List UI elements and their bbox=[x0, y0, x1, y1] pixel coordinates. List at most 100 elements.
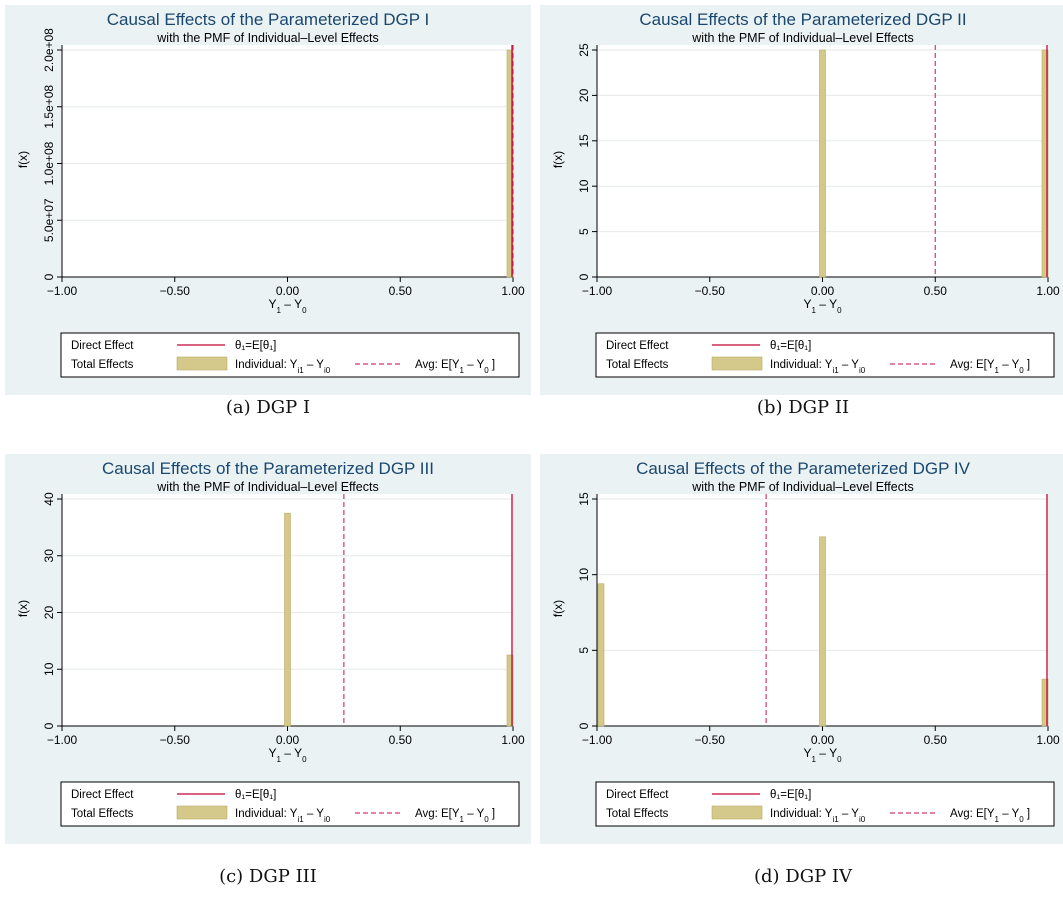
legend-individual-key: Individual: Yi1 – Yi0 bbox=[235, 808, 331, 824]
x-axis-label: Y1 – Y0 bbox=[268, 297, 307, 315]
y-axis-label: f(x) bbox=[16, 151, 30, 168]
chart-subtitle: with the PMF of Individual–Level Effects bbox=[156, 31, 378, 45]
y-tick-label: 5 bbox=[577, 228, 591, 235]
legend-box bbox=[60, 781, 520, 827]
caption-c: (c) DGP III bbox=[219, 866, 317, 887]
legend-theta-key: θ₁=E[θ₁] bbox=[235, 789, 276, 801]
y-tick-label: 30 bbox=[42, 549, 56, 563]
chart-subtitle: with the PMF of Individual–Level Effects bbox=[691, 31, 913, 45]
x-tick-label: −1.00 bbox=[582, 284, 613, 298]
y-tick-label: 15 bbox=[577, 492, 591, 506]
chart-panel-a: Causal Effects of the Parameterized DGP … bbox=[5, 5, 531, 395]
x-tick-label: 0.00 bbox=[276, 284, 300, 298]
pmf-bar bbox=[506, 49, 514, 278]
pmf-bar bbox=[819, 49, 826, 278]
x-tick-label: 1.00 bbox=[501, 733, 525, 747]
chart-panel-c: Causal Effects of the Parameterized DGP … bbox=[5, 454, 531, 844]
chart-panel-b: Causal Effects of the Parameterized DGP … bbox=[540, 5, 1063, 395]
chart-title: Causal Effects of the Parameterized DGP … bbox=[639, 10, 966, 29]
x-tick-label: 0.00 bbox=[276, 733, 300, 747]
legend-direct-label: Direct Effect bbox=[71, 789, 134, 801]
legend-theta-key: θ₁=E[θ₁] bbox=[235, 340, 276, 352]
legend-total-label: Total Effects bbox=[71, 359, 134, 371]
legend-bar-swatch bbox=[711, 356, 763, 371]
pmf-bar bbox=[1041, 49, 1049, 278]
chart-panel-d: Causal Effects of the Parameterized DGP … bbox=[540, 454, 1063, 844]
y-tick-label: 2.0e+08 bbox=[42, 28, 56, 72]
y-tick-label: 10 bbox=[577, 179, 591, 193]
legend-individual-key: Individual: Yi1 – Yi0 bbox=[770, 808, 866, 824]
legend: Direct Effect Total Effects θ₁=E[θ₁] Indivi… bbox=[595, 332, 1055, 378]
y-tick-label: 20 bbox=[42, 606, 56, 620]
chart-svg-d: Causal Effects of the Parameterized DGP … bbox=[551, 459, 1060, 827]
y-tick-label: 25 bbox=[577, 43, 591, 57]
chart-subtitle: with the PMF of Individual–Level Effects bbox=[691, 480, 913, 494]
y-tick-label: 0 bbox=[42, 273, 56, 280]
legend: Direct Effect Total Effects θ₁=E[θ₁] Indivi… bbox=[595, 781, 1055, 827]
x-tick-label: −1.00 bbox=[47, 284, 78, 298]
x-tick-label: 0.00 bbox=[811, 733, 835, 747]
x-tick-label: 0.50 bbox=[924, 733, 948, 747]
legend-avg-key: Avg: E[Y1 – Y0 ] bbox=[950, 359, 1030, 375]
legend-direct-label: Direct Effect bbox=[71, 340, 134, 352]
x-tick-label: −0.50 bbox=[695, 284, 726, 298]
legend-avg-key: Avg: E[Y1 – Y0 ] bbox=[950, 808, 1030, 824]
legend-theta-key: θ₁=E[θ₁] bbox=[770, 789, 811, 801]
chart-svg-a: Causal Effects of the Parameterized DGP … bbox=[16, 10, 525, 378]
y-tick-label: 10 bbox=[577, 568, 591, 582]
pmf-bar bbox=[1041, 678, 1049, 727]
y-tick-label: 15 bbox=[577, 134, 591, 148]
y-axis-label: f(x) bbox=[16, 600, 30, 617]
legend-avg-key: Avg: E[Y1 – Y0 ] bbox=[415, 359, 495, 375]
pmf-bar bbox=[284, 512, 291, 727]
x-tick-label: 1.00 bbox=[1036, 733, 1060, 747]
legend-box bbox=[595, 781, 1055, 827]
legend-avg-key: Avg: E[Y1 – Y0 ] bbox=[415, 808, 495, 824]
chart-title: Causal Effects of the Parameterized DGP … bbox=[102, 459, 434, 478]
caption-d: (d) DGP IV bbox=[753, 866, 853, 887]
legend-total-label: Total Effects bbox=[71, 808, 134, 820]
y-tick-label: 1.5e+08 bbox=[42, 85, 56, 129]
y-axis-label: f(x) bbox=[551, 151, 565, 168]
x-tick-label: −1.00 bbox=[47, 733, 78, 747]
x-axis-label: Y1 – Y0 bbox=[803, 746, 842, 764]
caption-a: (a) DGP I bbox=[225, 397, 311, 418]
legend-total-label: Total Effects bbox=[606, 359, 669, 371]
y-axis-label: f(x) bbox=[551, 600, 565, 617]
x-tick-label: −0.50 bbox=[160, 284, 191, 298]
y-tick-label: 1.0e+08 bbox=[42, 141, 56, 185]
legend-direct-label: Direct Effect bbox=[606, 340, 669, 352]
legend-theta-key: θ₁=E[θ₁] bbox=[770, 340, 811, 352]
y-tick-label: 0 bbox=[577, 273, 591, 280]
plot-area bbox=[62, 45, 513, 277]
y-tick-label: 0 bbox=[577, 722, 591, 729]
pmf-bar bbox=[819, 536, 826, 727]
legend: Direct Effect Total Effects θ₁=E[θ₁] Indivi… bbox=[60, 781, 520, 827]
legend-box bbox=[595, 332, 1055, 378]
x-tick-label: 0.50 bbox=[924, 284, 948, 298]
x-tick-label: 0.50 bbox=[389, 284, 413, 298]
x-tick-label: −0.50 bbox=[695, 733, 726, 747]
legend-bar-swatch bbox=[176, 356, 228, 371]
x-tick-label: 0.50 bbox=[389, 733, 413, 747]
pmf-bar bbox=[597, 583, 605, 727]
y-tick-label: 5 bbox=[577, 647, 591, 654]
chart-svg-c: Causal Effects of the Parameterized DGP … bbox=[16, 459, 525, 827]
legend-bar-swatch bbox=[711, 805, 763, 820]
legend-total-label: Total Effects bbox=[606, 808, 669, 820]
pmf-bar bbox=[506, 654, 514, 727]
y-tick-label: 20 bbox=[577, 88, 591, 102]
x-tick-label: 1.00 bbox=[1036, 284, 1060, 298]
chart-title: Causal Effects of the Parameterized DGP … bbox=[636, 459, 971, 478]
x-axis-label: Y1 – Y0 bbox=[268, 746, 307, 764]
y-tick-label: 5.0e+07 bbox=[42, 198, 56, 242]
legend-direct-label: Direct Effect bbox=[606, 789, 669, 801]
chart-svg-b: Causal Effects of the Parameterized DGP … bbox=[551, 10, 1060, 378]
legend: Direct Effect Total Effects θ₁=E[θ₁] Indivi… bbox=[60, 332, 520, 378]
chart-subtitle: with the PMF of Individual–Level Effects bbox=[156, 480, 378, 494]
y-tick-label: 40 bbox=[42, 492, 56, 506]
legend-individual-key: Individual: Yi1 – Yi0 bbox=[235, 359, 331, 375]
y-tick-label: 10 bbox=[42, 662, 56, 676]
legend-box bbox=[60, 332, 520, 378]
x-axis-label: Y1 – Y0 bbox=[803, 297, 842, 315]
